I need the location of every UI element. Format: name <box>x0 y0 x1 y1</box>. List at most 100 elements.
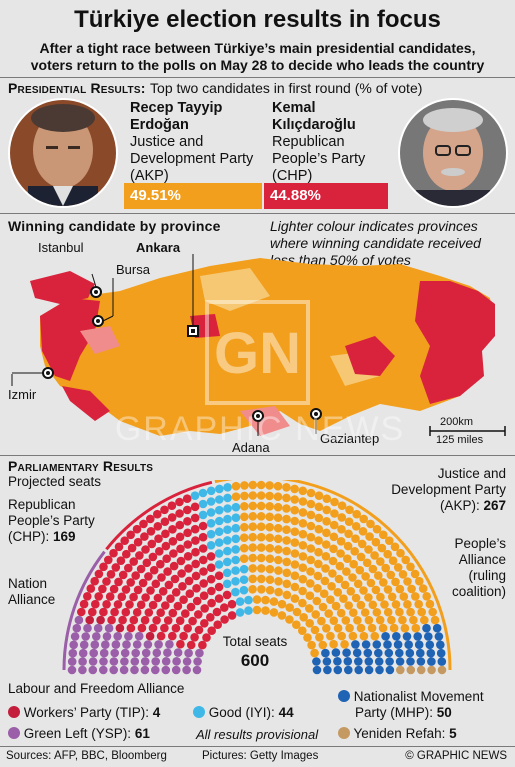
chp-seat <box>140 532 149 541</box>
akp-seat <box>371 537 381 547</box>
akp-seat <box>333 588 343 597</box>
akp-seat <box>299 613 309 622</box>
chp-seat <box>146 586 155 595</box>
iyi-seat <box>223 493 232 503</box>
ysp-seat <box>79 640 89 650</box>
candidate-kilicdaroglu: Kemal Kılıçdaroğlu Republican People’s P… <box>272 100 365 185</box>
akp-seat <box>261 606 270 615</box>
chp-seat <box>144 572 153 581</box>
ysp-seat <box>81 632 90 641</box>
chp-seat <box>171 623 181 633</box>
akp-seat <box>379 578 388 587</box>
iyi-seat <box>215 495 224 504</box>
mhp-seat <box>322 657 332 666</box>
ysp-seat <box>152 648 162 658</box>
chp-seat <box>206 574 216 584</box>
chp-seat <box>160 623 169 633</box>
akp-seat <box>398 570 408 579</box>
chp-seat <box>117 592 127 602</box>
mhp-seat <box>392 632 401 641</box>
akp-seat <box>396 548 405 558</box>
legend-ysp: Green Left (YSP): 61 <box>8 726 150 742</box>
watermark-logo: GN <box>205 300 310 405</box>
chp-seat <box>220 615 229 624</box>
ysp-seat <box>78 665 87 675</box>
ankara-label: Ankara <box>136 240 181 255</box>
divider <box>0 77 515 78</box>
akp-seat <box>351 522 361 531</box>
akp-seat <box>298 541 308 550</box>
chp-seat <box>152 616 161 625</box>
chp-seat <box>99 607 108 617</box>
chp-seat <box>183 624 192 633</box>
akp-seat <box>327 582 336 591</box>
chp-seat <box>79 599 89 609</box>
tip-legend-dot <box>8 706 20 718</box>
candidate-party-line: People’s Party <box>272 151 366 167</box>
legend-label: Green Left (YSP): <box>23 726 132 741</box>
iyi-seat <box>239 575 249 584</box>
chp-seat <box>220 603 229 612</box>
chp-seat <box>202 633 211 642</box>
akp-seat <box>388 556 398 565</box>
mhp-seat <box>364 657 374 666</box>
akp-seat <box>248 522 258 531</box>
akp-seat <box>339 594 348 603</box>
chp-seat <box>168 525 177 534</box>
chp-seat <box>186 640 196 650</box>
ysp-seat <box>88 657 98 666</box>
akp-seat <box>349 559 359 569</box>
mhp-seat <box>425 640 435 650</box>
iyi-seat <box>206 508 216 517</box>
akp-seat <box>401 555 411 565</box>
akp-seat <box>273 492 283 501</box>
chp-seat <box>175 509 184 518</box>
chp-seat <box>194 625 204 635</box>
chp-seat <box>94 569 104 579</box>
akp-seat <box>265 533 275 542</box>
akp-seat <box>298 574 308 584</box>
istanbul-leader <box>91 273 97 288</box>
akp-seat <box>368 564 378 574</box>
tip-seat <box>85 615 94 625</box>
mhp-seat <box>342 648 351 657</box>
iyi-seat <box>198 499 208 509</box>
chp-seat <box>191 559 200 569</box>
mhp-seat <box>414 640 424 649</box>
sources: Sources: AFP, BBC, Bloomberg <box>6 750 167 762</box>
mhp-seat <box>364 665 374 675</box>
iyi-seat <box>231 555 240 565</box>
chp-seat <box>133 585 143 595</box>
iyi-seat <box>244 595 253 605</box>
akp-label-line: Justice and <box>437 466 506 481</box>
chp-seat <box>94 592 103 601</box>
chp-seat <box>124 563 133 573</box>
akp-seat <box>298 519 308 528</box>
akp-seat <box>290 516 300 526</box>
chp-seat <box>175 532 185 542</box>
akp-seat <box>256 491 266 500</box>
yeniden-seat <box>406 665 416 675</box>
chp-seat <box>207 586 216 596</box>
akp-seat <box>428 607 438 617</box>
chp-seat <box>168 608 178 618</box>
akp-seat <box>256 522 266 531</box>
iyi-seat <box>235 608 245 617</box>
iyi-seat <box>206 529 216 539</box>
akp-seat <box>248 543 257 552</box>
akp-seat <box>366 519 375 529</box>
akp-seat <box>365 532 374 541</box>
akp-seat <box>411 592 420 601</box>
akp-seat <box>337 631 347 641</box>
legend-label: Yeniden Refah: <box>353 726 446 741</box>
chp-seat <box>214 594 224 603</box>
legend-mhp: Nationalist Movement Party (MHP): 50 <box>338 689 484 721</box>
akp-seat <box>387 615 396 625</box>
chp-seat <box>179 595 188 604</box>
mhp-seat <box>312 665 322 675</box>
akp-seat <box>329 616 339 625</box>
akp-seat <box>333 623 343 633</box>
chp-seat-label: Republican People’s Party (CHP): 169 <box>8 497 95 545</box>
akp-seat <box>326 631 335 641</box>
peoples-alliance-label: People’s Alliance (ruling coalition) <box>452 536 506 600</box>
